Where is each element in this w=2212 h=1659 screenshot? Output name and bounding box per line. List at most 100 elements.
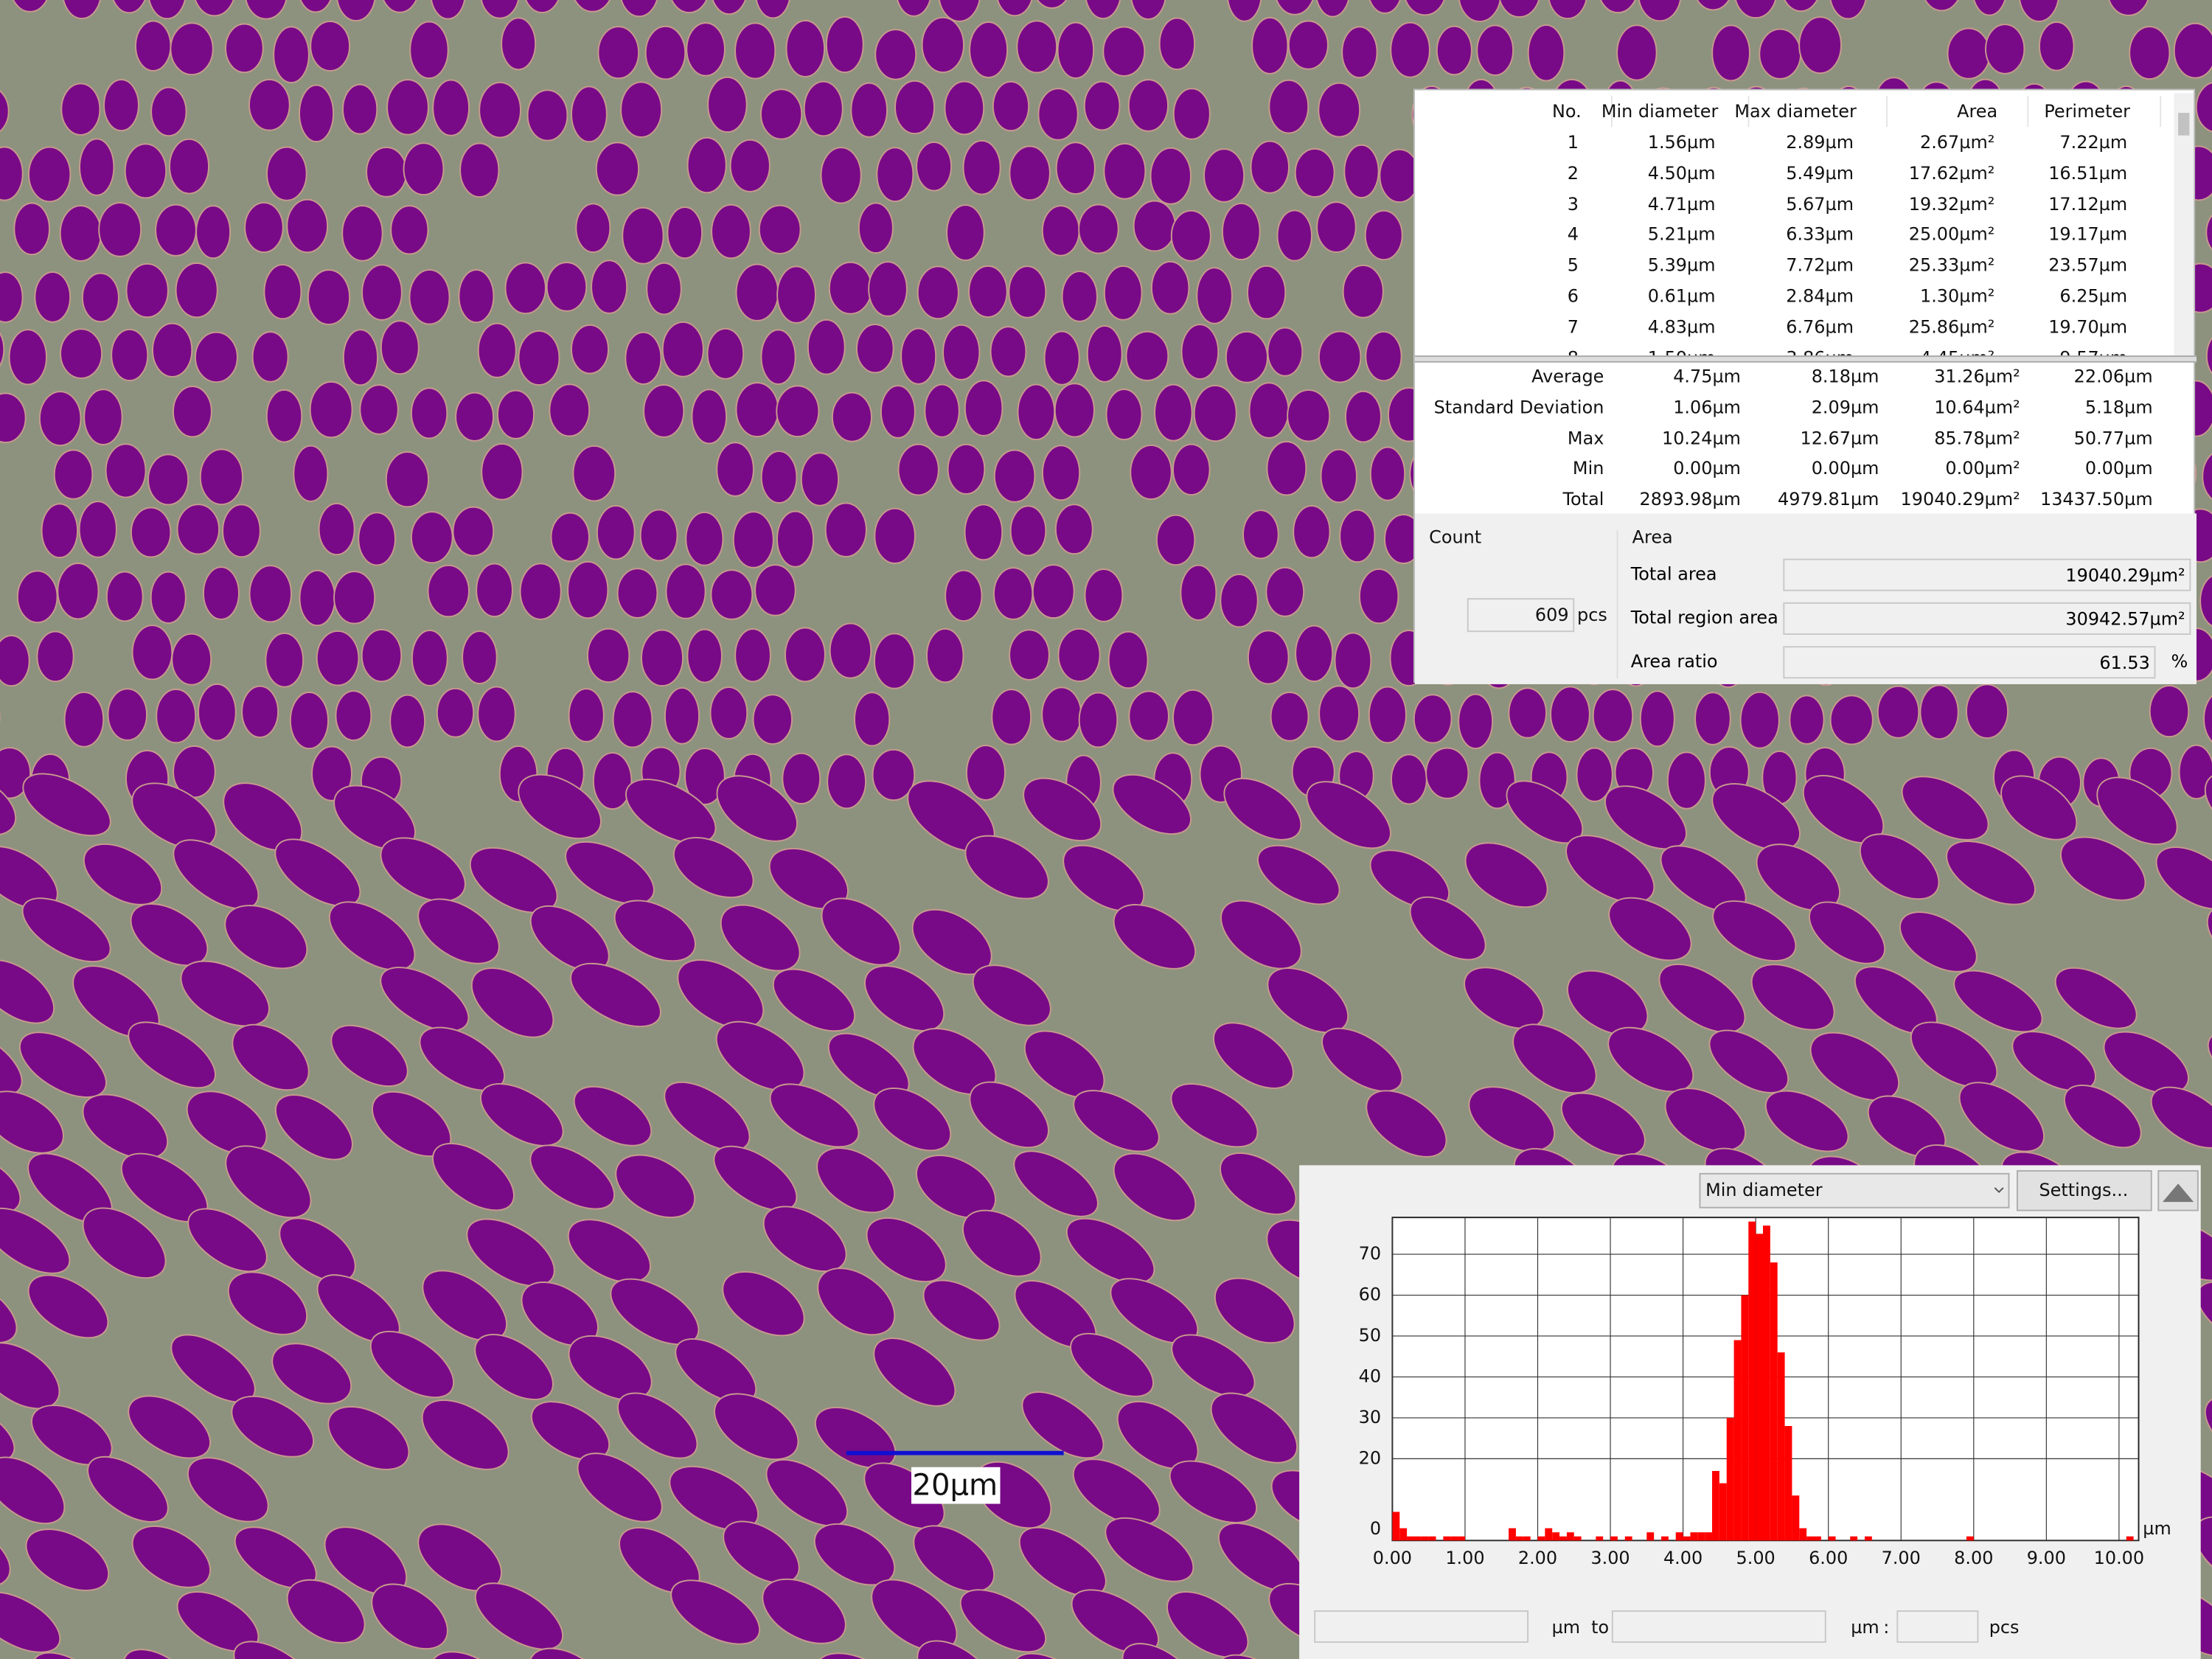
- cell: [1829, 695, 1874, 745]
- summary-label: Standard Deviation: [1433, 396, 1604, 417]
- cell: [829, 622, 872, 679]
- cell: [669, 1466, 759, 1531]
- cell: [2150, 1086, 2212, 1149]
- scrollbar[interactable]: [2174, 93, 2194, 356]
- cell: [1268, 79, 1310, 134]
- bar: [1399, 1528, 1408, 1541]
- cell: [1666, 751, 1706, 810]
- cell: [944, 80, 985, 136]
- cell: [421, 1399, 509, 1470]
- cell: [664, 1081, 751, 1152]
- cell: [964, 835, 1049, 900]
- cell: [1924, 0, 1959, 12]
- cell: [480, 0, 519, 19]
- cell: [1008, 265, 1047, 319]
- cell: [817, 1267, 896, 1336]
- bar: [1697, 1532, 1705, 1541]
- table-cell: 5.67µm: [1786, 192, 1854, 215]
- bar: [1683, 1536, 1691, 1541]
- cell: [1293, 505, 1331, 559]
- selector-chevron[interactable]: [1994, 1187, 2004, 1194]
- cell: [244, 201, 284, 254]
- cell: [422, 1270, 508, 1342]
- cell: [341, 205, 383, 262]
- bar: [1552, 1532, 1560, 1541]
- selector[interactable]: [1699, 1172, 2010, 1208]
- cell: [1341, 26, 1378, 79]
- cell: [2207, 1031, 2212, 1093]
- cell: [176, 504, 220, 555]
- cell: [1966, 684, 2009, 739]
- table-cell: 8: [1568, 347, 1579, 355]
- range-count-input[interactable]: [1896, 1610, 1979, 1643]
- cell: [150, 86, 187, 137]
- cell: [671, 0, 708, 14]
- cell: [245, 0, 288, 20]
- cell: [1180, 564, 1217, 621]
- cell: [432, 79, 470, 136]
- cell: [1073, 1090, 1160, 1152]
- cell: [1023, 1030, 1105, 1099]
- cell: [1390, 21, 1430, 78]
- summary-cell: 2893.98µm: [1639, 488, 1741, 510]
- collapse-icon[interactable]: [2163, 1183, 2194, 1203]
- cell: [232, 1023, 310, 1091]
- cell: [691, 389, 728, 445]
- cell: [431, 0, 465, 20]
- cell: [82, 1093, 169, 1160]
- cell: [380, 837, 466, 902]
- cell: [1009, 505, 1047, 557]
- summary-label: Max: [1567, 426, 1604, 448]
- cell: [1220, 1152, 1297, 1215]
- table-cell: 4.45µm²: [1920, 347, 1994, 355]
- bar: [1573, 1536, 1582, 1541]
- cell: [529, 1647, 612, 1659]
- cell: [625, 779, 717, 844]
- cell: [1339, 509, 1376, 563]
- cell: [409, 21, 449, 80]
- range-to-input[interactable]: [1611, 1610, 1826, 1643]
- table-cell: 2.84µm: [1786, 285, 1854, 307]
- summary-cell: 10.64µm²: [1934, 396, 2020, 417]
- settings-button[interactable]: [2017, 1170, 2152, 1211]
- cell: [1550, 686, 1590, 742]
- cell: [1708, 1029, 1790, 1093]
- cell: [1764, 1090, 1849, 1152]
- range-from-input[interactable]: [1314, 1610, 1529, 1643]
- cell: [1565, 835, 1655, 904]
- cell: [299, 84, 335, 142]
- table-body[interactable]: 1 1.56µm 2.89µm 2.67µm² 7.22µm 2 4.50µm 5.49µm 1…: [1415, 127, 2171, 355]
- cell: [2060, 836, 2146, 901]
- cell: [1464, 967, 1545, 1029]
- bar: [1428, 1536, 1436, 1541]
- cell: [1180, 324, 1220, 380]
- cell: [1318, 685, 1360, 742]
- summary-cell: 13437.50µm: [2039, 488, 2153, 510]
- cell: [677, 959, 765, 1029]
- bar: [1450, 1536, 1458, 1541]
- scroll-thumb[interactable]: [2178, 113, 2190, 136]
- bar: [1733, 1340, 1742, 1541]
- cell: [1018, 1526, 1107, 1597]
- cell: [1368, 0, 1401, 14]
- selector-text[interactable]: Min diameter: [1705, 1180, 1823, 1200]
- cell: [1041, 205, 1080, 257]
- summary-cell: 2.09µm: [1811, 396, 1879, 417]
- cell: [1266, 441, 1307, 496]
- cell: [175, 262, 218, 319]
- cell: [59, 205, 102, 262]
- cell: [248, 78, 291, 131]
- cell: [476, 563, 513, 618]
- table-cell: 4.50µm: [1647, 161, 1716, 184]
- settings-button-text[interactable]: Settings...: [2039, 1180, 2128, 1200]
- cell: [1295, 625, 1334, 682]
- x-tick-label: 6.00: [1809, 1548, 1848, 1568]
- cell: [1608, 897, 1692, 961]
- cell: [2205, 336, 2212, 375]
- cell: [380, 967, 470, 1032]
- cell: [1103, 142, 1147, 200]
- cell: [821, 897, 901, 966]
- cell: [1203, 148, 1245, 203]
- cell: [711, 204, 751, 260]
- cell: [286, 198, 329, 254]
